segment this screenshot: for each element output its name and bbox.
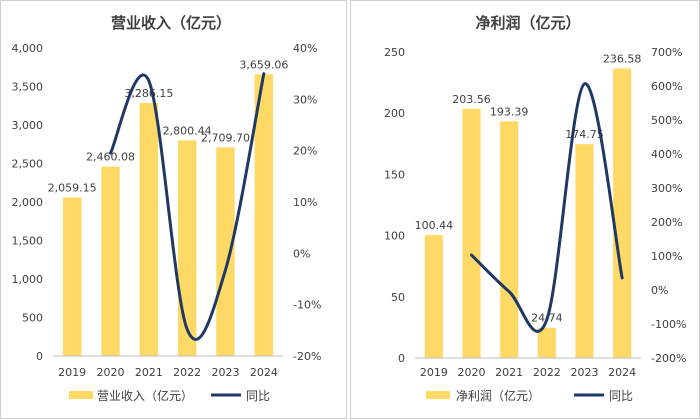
x-tick-label: 2024 — [250, 366, 278, 379]
y-left-tick-label: 200 — [384, 107, 405, 120]
bar-2023 — [216, 147, 234, 356]
y-right-tick-label: 10% — [293, 196, 317, 209]
x-tick-label: 2023 — [571, 366, 599, 379]
bar-2019 — [425, 235, 443, 358]
y-left-tick-label: 0 — [398, 352, 405, 365]
legend-bar-label: 营业收入（亿元） — [97, 388, 193, 403]
x-tick-label: 2022 — [533, 366, 561, 379]
x-tick-label: 2024 — [608, 366, 636, 379]
bar-value-label: 236.58 — [603, 52, 642, 65]
y-right-tick-label: 0% — [293, 247, 310, 260]
y-right-tick-label: 200% — [651, 216, 682, 229]
y-right-tick-label: 300% — [651, 182, 682, 195]
bar-2021 — [500, 121, 518, 358]
x-tick-label: 2020 — [458, 366, 486, 379]
bar-2022 — [178, 140, 196, 356]
chart-title: 净利润（亿元） — [475, 14, 580, 32]
legend-bar-swatch — [426, 391, 450, 399]
bar-2021 — [140, 103, 158, 356]
bar-2024 — [613, 68, 631, 358]
x-tick-label: 2022 — [173, 366, 201, 379]
y-left-tick-label: 3,000 — [12, 119, 44, 132]
legend-line-label: 同比 — [246, 389, 270, 403]
net-profit-chart: 净利润（亿元） 0 50 100 150 200 250 -200% -100% 0% 100% 20… — [351, 1, 700, 420]
y-left-tick-label: 1,000 — [12, 273, 44, 286]
revenue-chart: 营业收入（亿元） 0 500 1,000 1,500 2,000 2,500 3,000 3,5… — [1, 1, 348, 420]
y-left-tick-label: 250 — [384, 46, 405, 59]
y-right-tick-label: 40% — [293, 42, 317, 55]
y-right-tick-label: 600% — [651, 80, 682, 93]
y-right-tick-label: 500% — [651, 114, 682, 127]
x-tick-label: 2019 — [58, 366, 86, 379]
y-left-tick-label: 150 — [384, 168, 405, 181]
legend-line-label: 同比 — [609, 389, 633, 403]
bar-value-label: 203.56 — [452, 93, 491, 106]
y-right-tick-label: -200% — [651, 352, 686, 365]
revenue-chart-panel: 营业收入（亿元） 0 500 1,000 1,500 2,000 2,500 3,000 3,5… — [0, 0, 347, 419]
y-left-tick-label: 100 — [384, 230, 405, 243]
bar-2020 — [101, 167, 119, 356]
net-profit-chart-panel: 净利润（亿元） 0 50 100 150 200 250 -200% -100% 0% 100% 20… — [350, 0, 700, 419]
y-right-tick-label: 100% — [651, 250, 682, 263]
y-right-tick-label: 30% — [293, 93, 317, 106]
legend-bar-swatch — [69, 391, 93, 399]
y-right-tick-label: -10% — [293, 299, 321, 312]
y-right-tick-label: -100% — [651, 318, 686, 331]
y-left-tick-label: 3,500 — [12, 81, 44, 94]
chart-title: 营业收入（亿元） — [111, 14, 231, 32]
y-left-tick-label: 500 — [22, 312, 43, 325]
bar-2023 — [575, 144, 593, 358]
y-left-tick-label: 1,500 — [12, 235, 44, 248]
x-tick-label: 2019 — [420, 366, 448, 379]
bar-value-label: 2,059.15 — [48, 181, 97, 194]
bar-2019 — [63, 197, 81, 356]
y-right-tick-label: 20% — [293, 145, 317, 158]
y-right-tick-label: 700% — [651, 46, 682, 59]
legend-bar-label: 净利润（亿元） — [456, 388, 540, 403]
y-right-tick-label: 0% — [651, 284, 668, 297]
yoy-line — [472, 84, 623, 332]
y-left-tick-label: 2,000 — [12, 196, 44, 209]
bar-value-label: 2,709.70 — [201, 131, 250, 144]
bar-value-label: 193.39 — [490, 105, 529, 118]
bar-value-label: 100.44 — [415, 219, 454, 232]
y-left-tick-label: 0 — [36, 350, 43, 363]
x-tick-label: 2021 — [495, 366, 523, 379]
x-tick-label: 2020 — [97, 366, 125, 379]
bar-2022 — [538, 328, 556, 358]
bar-2020 — [462, 109, 480, 358]
x-tick-label: 2021 — [135, 366, 163, 379]
bar-value-label: 3,659.06 — [239, 58, 288, 71]
y-left-tick-label: 4,000 — [12, 42, 44, 55]
x-tick-label: 2023 — [212, 366, 240, 379]
y-left-tick-label: 2,500 — [12, 158, 44, 171]
y-right-tick-label: -20% — [293, 350, 321, 363]
y-right-tick-label: 400% — [651, 148, 682, 161]
y-left-tick-label: 50 — [391, 291, 405, 304]
